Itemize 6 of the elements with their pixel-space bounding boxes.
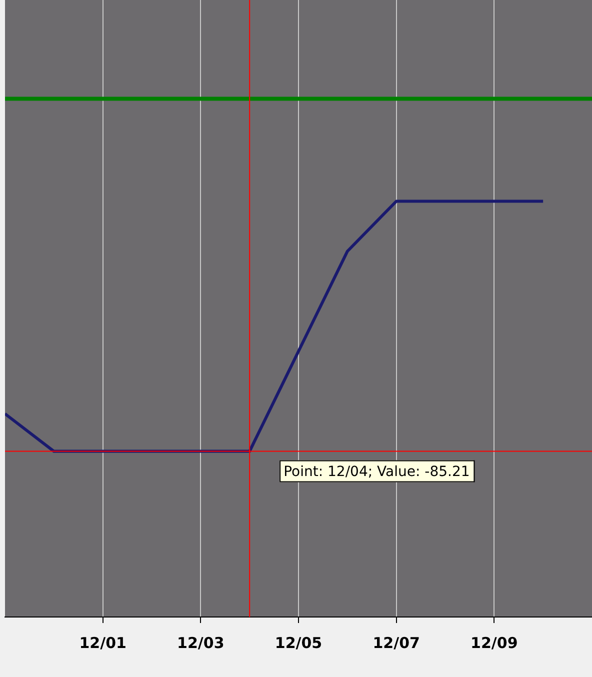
annotation: Point: 12/04; Value: -85.21 [284, 464, 470, 480]
x-tick-label: 12/05 [274, 634, 322, 652]
x-tick-label: 12/03 [177, 634, 224, 652]
x-tick-label: 12/01 [79, 634, 126, 652]
x-tick-label: 12/09 [470, 634, 518, 652]
x-tick-label: 12/07 [372, 634, 420, 652]
